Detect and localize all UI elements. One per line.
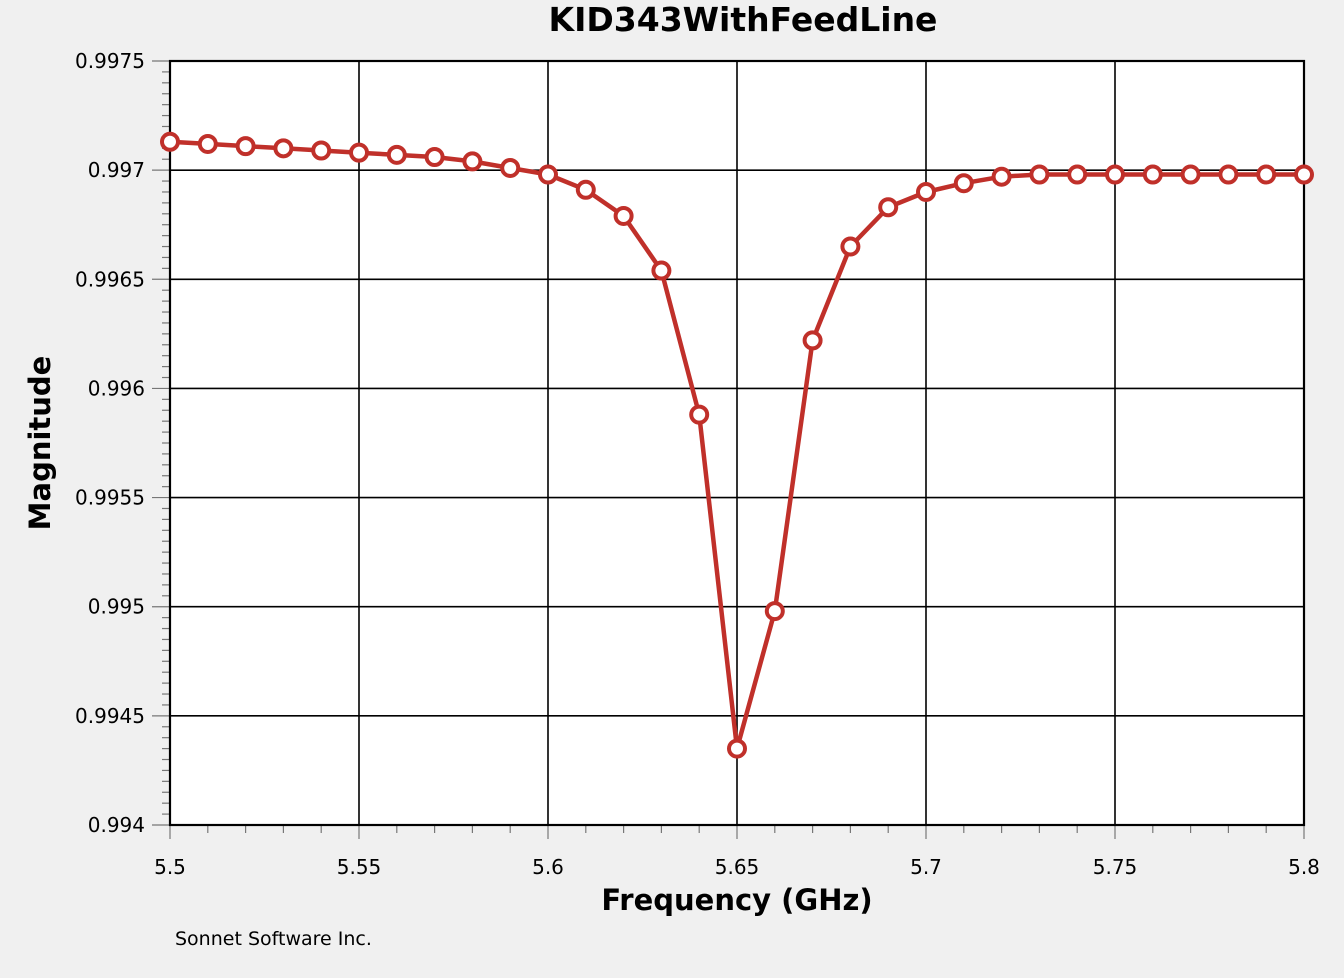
data-point (727, 738, 747, 759)
x-tick-label: 5.65 (715, 855, 760, 879)
data-point (1294, 164, 1314, 185)
chart-title: KID343WithFeedLine (548, 0, 938, 39)
data-point (273, 138, 294, 159)
data-point (160, 131, 180, 152)
data-point (613, 205, 634, 226)
data-point (386, 144, 407, 165)
x-tick-label: 5.55 (337, 855, 382, 879)
data-point (651, 260, 672, 281)
x-tick-label: 5.7 (910, 855, 942, 879)
x-tick-label: 5.5 (154, 855, 186, 879)
y-tick-label: 0.9965 (75, 267, 145, 291)
data-point (1180, 164, 1201, 185)
data-point (840, 236, 861, 257)
data-point (1029, 164, 1050, 185)
data-point (1067, 164, 1088, 185)
x-tick-label: 5.8 (1288, 855, 1320, 879)
grid-lines (168, 59, 1306, 827)
data-point (916, 181, 936, 202)
y-tick-label: 0.996 (88, 376, 145, 400)
data-point (1142, 164, 1163, 185)
data-point (235, 136, 256, 157)
x-tick-label: 5.75 (1093, 855, 1138, 879)
data-point (311, 140, 332, 161)
data-point (1105, 164, 1125, 185)
footer-credit: Sonnet Software Inc. (175, 928, 372, 950)
data-point (1256, 164, 1277, 185)
data-point (197, 133, 218, 154)
data-point (500, 157, 521, 178)
series-layer (160, 131, 1314, 759)
y-minor-ticks (152, 60, 1305, 839)
data-point (953, 173, 974, 194)
data-point (802, 330, 823, 351)
y-tick-label: 0.995 (88, 595, 145, 619)
y-tick-label: 0.9945 (75, 704, 145, 728)
data-point (764, 601, 785, 622)
y-tick-label: 0.994 (88, 813, 145, 837)
data-point (462, 151, 483, 172)
plot-border (168, 59, 1306, 827)
data-point (991, 166, 1012, 187)
data-point (424, 147, 445, 168)
data-point (689, 404, 710, 425)
data-point (575, 179, 596, 200)
y-tick-label: 0.9955 (75, 486, 145, 510)
y-axis-label-text: Magnitude (23, 355, 57, 531)
x-axis-label: Frequency (GHz) (601, 883, 873, 917)
data-point (878, 197, 899, 218)
y-tick-label: 0.997 (88, 158, 145, 182)
data-point (1218, 164, 1239, 185)
data-point (538, 164, 558, 185)
axis-tick-labels: 0.994 0.9945 0.995 0.9955 0.996 0.9965 0.997 0.… (75, 49, 1320, 879)
x-tick-label: 5.6 (532, 855, 564, 879)
data-point (349, 142, 369, 163)
y-tick-label: 0.9975 (75, 49, 145, 73)
